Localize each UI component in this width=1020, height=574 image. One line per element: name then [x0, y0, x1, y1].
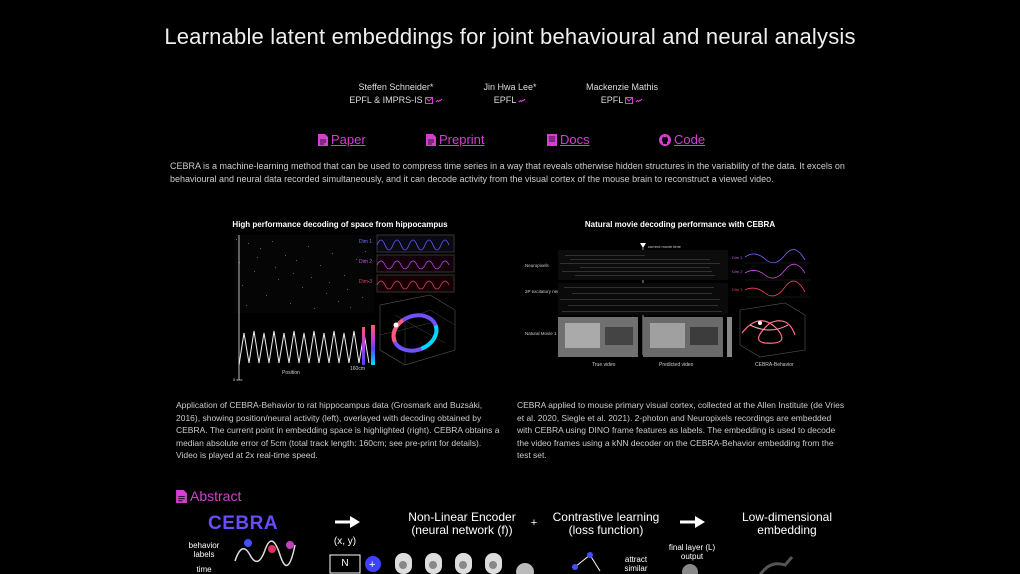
embedding-3d: 160cm: [350, 294, 456, 372]
dim-traces: Dim 1 Dim 2 Dim 3: [359, 234, 455, 293]
time-label: time: [196, 565, 212, 574]
code-link-label[interactable]: Code: [674, 132, 706, 147]
author-name: Jin Hwa Lee*: [483, 82, 537, 92]
arrow-right-icon: [350, 516, 360, 528]
position-axis-label: Position: [282, 370, 300, 376]
pipeline-graphics: +: [234, 516, 794, 574]
position-trace: Position 5 sec: [233, 327, 370, 382]
natural-movie-figure: Natural movie decoding performance with …: [520, 215, 840, 375]
method-pipeline: CEBRA behavior labels time + (x, y) N No…: [180, 505, 850, 574]
time-scale-label: 5 sec: [233, 377, 243, 382]
plus-label: +: [530, 517, 538, 529]
preprint-link[interactable]: Preprint: [426, 132, 485, 147]
github-icon: [659, 133, 671, 146]
xy-label: (x, y): [333, 536, 357, 547]
author-1: Steffen Schneider* EPFL & IMPRS-IS: [340, 81, 452, 107]
row-label: 2P excitatory neurons: [525, 289, 569, 294]
dim-traces: Dim 1 Dim 2 Dim 3: [732, 249, 810, 298]
book-icon: [547, 133, 557, 146]
current-time-label: current movie time: [648, 244, 682, 249]
svg-text:Dim 2: Dim 2: [732, 269, 743, 274]
author-list: Steffen Schneider* EPFL & IMPRS-IS Jin H…: [0, 81, 1020, 111]
natural-movie-visual: Neuropixels 2P excitatory neurons Natura…: [525, 243, 810, 368]
natural-movie-caption: CEBRA applied to mouse primary visual co…: [517, 400, 845, 460]
dim-label: Dim 1: [359, 239, 372, 245]
author-affiliation: EPFL & IMPRS-IS: [349, 95, 423, 105]
paper-link[interactable]: Paper: [318, 132, 366, 147]
author-affiliation: EPFL: [600, 95, 624, 105]
figure-title: High performance decoding of space from …: [232, 220, 448, 229]
arrow-right-icon: [695, 516, 705, 528]
n-label: N: [341, 558, 349, 569]
preprint-link-label[interactable]: Preprint: [439, 132, 485, 147]
svg-text:Dim 1: Dim 1: [732, 255, 743, 260]
abstract-label[interactable]: Abstract: [190, 488, 242, 504]
attract-label: attract similar: [624, 555, 648, 573]
document-icon: [176, 489, 187, 503]
cebra-logo: CEBRA: [208, 513, 279, 534]
docs-link-label[interactable]: Docs: [560, 132, 590, 147]
intro-text: CEBRA is a machine-learning method that …: [170, 161, 845, 184]
current-point-marker: [393, 322, 399, 328]
link-icon[interactable]: [435, 97, 443, 104]
cebra-behavior-label: CEBRA-Behavior: [755, 362, 794, 368]
final-layer-label: final layer (L) output: [668, 543, 716, 561]
raster-plot: [234, 235, 374, 380]
author-name: Mackenzie Mathis: [585, 82, 659, 92]
row-label: Neuropixels: [525, 263, 550, 268]
svg-text:Dim 3: Dim 3: [732, 287, 743, 292]
embedding-3d: [739, 302, 806, 358]
resource-links: Paper Preprint Docs Code: [0, 132, 1020, 150]
page-title: Learnable latent embeddings for joint be…: [164, 24, 856, 49]
document-icon: [426, 133, 436, 146]
contrastive-label: Contrastive learning (loss function): [552, 510, 660, 537]
abstract-link[interactable]: Abstract: [176, 488, 241, 504]
paper-link-label[interactable]: Paper: [331, 132, 366, 147]
behavior-labels-label: behavior labels: [188, 541, 220, 559]
figure-title: Natural movie decoding performance with …: [584, 220, 776, 229]
dim-label: Dim 3: [359, 279, 372, 285]
docs-link[interactable]: Docs: [547, 132, 590, 147]
author-name: Steffen Schneider*: [358, 82, 434, 92]
dim-label: Dim 2: [359, 259, 372, 265]
hippocampus-caption: Application of CEBRA-Behavior to rat hip…: [176, 400, 500, 460]
hippocampus-figure: High performance decoding of space from …: [230, 215, 460, 385]
encoder-label: Non-Linear Encoder (neural network (f)): [408, 510, 516, 537]
link-icon[interactable]: [635, 97, 643, 104]
code-link[interactable]: Code: [659, 132, 705, 147]
author-2: Jin Hwa Lee* EPFL: [470, 81, 550, 107]
email-icon[interactable]: [625, 97, 634, 104]
svg-text:+: +: [369, 559, 375, 571]
colorbar-label: 160cm: [350, 366, 365, 372]
author-3: Mackenzie Mathis EPFL: [580, 81, 664, 107]
email-icon[interactable]: [424, 97, 433, 104]
author-affiliation: EPFL: [493, 95, 517, 105]
row-label: Natural Movie 1: [525, 331, 557, 336]
hippocampus-visual: Dim 1 Dim 2 Dim 3 Position 5 sec 160cm: [233, 234, 456, 382]
link-icon[interactable]: [518, 97, 526, 104]
document-icon: [318, 133, 328, 146]
predicted-video-label: Predicted video: [659, 362, 694, 368]
lowdim-label: Low-dimensional embedding: [741, 510, 833, 537]
true-video-label: True video: [592, 362, 616, 368]
